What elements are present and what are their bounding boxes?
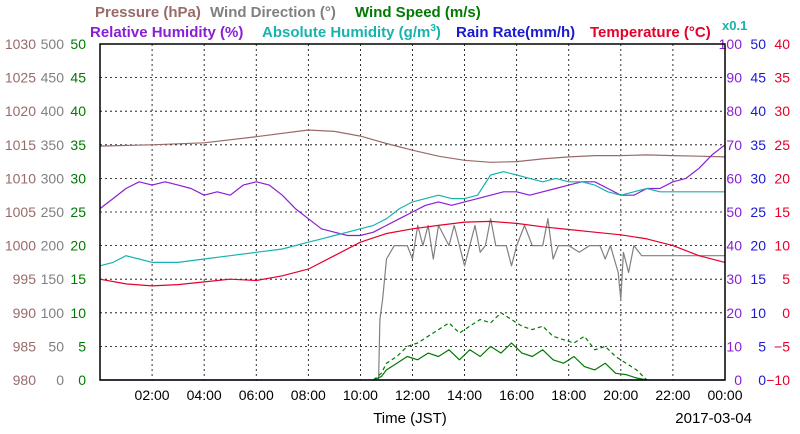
x-axis: 02:00 04:00 06:00 08:00 10:00 12:00 14:00 16:00… — [135, 387, 743, 403]
absolute-humidity-scale-note: x0.1 — [722, 18, 747, 33]
x-tick-label: 18:00 — [551, 387, 586, 403]
x-tick-label: 22:00 — [655, 387, 690, 403]
y-tick-humidity: 10 — [726, 338, 742, 354]
y-tick-wind-dir: 100 — [41, 305, 65, 321]
y-tick-pressure: 985 — [13, 338, 37, 354]
y-tick-wind-speed: 10 — [70, 305, 86, 321]
y-tick-pressure: 1000 — [5, 238, 36, 254]
y-tick-wind-speed: 30 — [70, 170, 86, 186]
legend-entry: Temperature (°C) — [590, 24, 711, 41]
series-line — [99, 171, 725, 267]
x-tick-label: 08:00 — [291, 387, 326, 403]
y-tick-wind-dir: 0 — [56, 372, 64, 388]
y-tick-humidity: 30 — [726, 271, 742, 287]
y-tick-wind-speed: 50 — [70, 36, 86, 52]
y-tick-pressure: 1015 — [5, 137, 36, 153]
y-tick-rain: 40 — [750, 103, 766, 119]
y-tick-wind-dir: 500 — [41, 36, 65, 52]
y-tick-wind-speed: 15 — [70, 271, 86, 287]
x-tick-label: 02:00 — [135, 387, 170, 403]
y-tick-temperature: 0 — [782, 305, 790, 321]
y-tick-wind-dir: 350 — [41, 137, 65, 153]
y-tick-wind-speed: 45 — [70, 70, 86, 86]
y-tick-wind-dir: 50 — [48, 338, 64, 354]
y-tick-humidity: 70 — [726, 137, 742, 153]
y-tick-pressure: 995 — [13, 271, 37, 287]
x-tick-label: 16:00 — [499, 387, 534, 403]
y-tick-pressure: 1020 — [5, 103, 36, 119]
y-tick-rain: 45 — [750, 70, 766, 86]
y-tick-wind-speed: 20 — [70, 238, 86, 254]
y-tick-temperature: −10 — [766, 372, 790, 388]
y-tick-wind-dir: 300 — [41, 170, 65, 186]
y-tick-temperature: −5 — [774, 338, 790, 354]
y-tick-rain: 35 — [750, 137, 766, 153]
x-tick-label: 20:00 — [603, 387, 638, 403]
y-tick-temperature: 25 — [774, 137, 790, 153]
y-tick-wind-speed: 5 — [78, 338, 86, 354]
legend-entry: Pressure (hPa) — [95, 4, 201, 21]
y-tick-wind-dir: 400 — [41, 103, 65, 119]
plot-frame — [99, 43, 726, 381]
y-tick-humidity: 0 — [734, 372, 742, 388]
y-tick-pressure: 1030 — [5, 36, 36, 52]
right-axes: 0102030405060708090100051015202530354045… — [719, 36, 791, 388]
x-tick-label: 00:00 — [707, 387, 742, 403]
y-tick-pressure: 990 — [13, 305, 37, 321]
x-axis-label: Time (JST) — [373, 410, 447, 427]
legend-entry: Wind Speed (m/s) — [355, 4, 481, 21]
legend-entry: Rain Rate(mm/h) — [456, 24, 575, 41]
x-tick-label: 06:00 — [239, 387, 274, 403]
y-tick-wind-dir: 450 — [41, 70, 65, 86]
series-line — [99, 129, 726, 163]
y-tick-temperature: 5 — [782, 271, 790, 287]
x-tick-label: 14:00 — [447, 387, 482, 403]
y-tick-rain: 20 — [750, 238, 766, 254]
grid — [100, 44, 725, 380]
date-label: 2017-03-04 — [675, 410, 752, 427]
y-tick-temperature: 35 — [774, 70, 790, 86]
series-line — [373, 342, 648, 381]
y-tick-humidity: 80 — [726, 103, 742, 119]
y-tick-rain: 0 — [758, 372, 766, 388]
legend: Pressure (hPa) Wind Direction (°) Wind Spe… — [90, 4, 747, 41]
y-tick-wind-dir: 250 — [41, 204, 65, 220]
x-tick-label: 04:00 — [187, 387, 222, 403]
y-tick-wind-speed: 35 — [70, 137, 86, 153]
y-tick-humidity: 60 — [726, 170, 742, 186]
left-axes: 9809859909951000100510101015102010251030… — [5, 36, 86, 388]
y-tick-rain: 25 — [750, 204, 766, 220]
y-tick-temperature: 30 — [774, 103, 790, 119]
y-tick-rain: 30 — [750, 170, 766, 186]
y-tick-temperature: 40 — [774, 36, 790, 52]
y-tick-rain: 5 — [758, 338, 766, 354]
series-line — [99, 220, 726, 287]
y-tick-rain: 15 — [750, 271, 766, 287]
y-tick-wind-dir: 200 — [41, 238, 65, 254]
y-tick-wind-speed: 0 — [78, 372, 86, 388]
y-tick-pressure: 980 — [13, 372, 37, 388]
y-tick-humidity: 50 — [726, 204, 742, 220]
y-tick-pressure: 1005 — [5, 204, 36, 220]
x-tick-label: 10:00 — [343, 387, 378, 403]
y-tick-wind-speed: 25 — [70, 204, 86, 220]
y-tick-wind-speed: 40 — [70, 103, 86, 119]
x-tick-label: 12:00 — [395, 387, 430, 403]
y-tick-wind-dir: 150 — [41, 271, 65, 287]
y-tick-humidity: 90 — [726, 70, 742, 86]
y-tick-rain: 50 — [750, 36, 766, 52]
y-tick-humidity: 40 — [726, 238, 742, 254]
y-tick-pressure: 1010 — [5, 170, 36, 186]
y-tick-pressure: 1025 — [5, 70, 36, 86]
legend-entry: Wind Direction (°) — [210, 4, 336, 21]
y-tick-temperature: 20 — [774, 170, 790, 186]
y-tick-temperature: 10 — [774, 238, 790, 254]
series-line — [378, 218, 725, 381]
y-tick-humidity: 20 — [726, 305, 742, 321]
y-tick-rain: 10 — [750, 305, 766, 321]
y-tick-temperature: 15 — [774, 204, 790, 220]
legend-entry: Relative Humidity (%) — [90, 24, 243, 41]
legend-entry: Absolute Humidity (g/m3) — [262, 23, 441, 41]
